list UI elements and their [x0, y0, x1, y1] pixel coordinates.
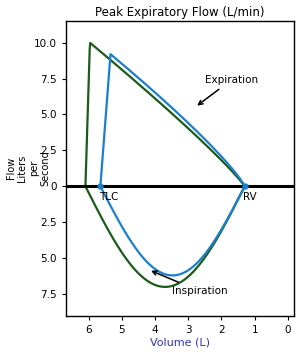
Text: RV: RV [243, 192, 256, 202]
Text: Expiration: Expiration [199, 75, 258, 104]
Text: TLC: TLC [99, 192, 118, 202]
Text: Inspiration: Inspiration [153, 271, 227, 296]
Title: Peak Expiratory Flow (L/min): Peak Expiratory Flow (L/min) [95, 6, 265, 19]
Y-axis label: Flow
Liters
per
Second: Flow Liters per Second [6, 150, 50, 186]
X-axis label: Volume (L): Volume (L) [150, 337, 210, 347]
